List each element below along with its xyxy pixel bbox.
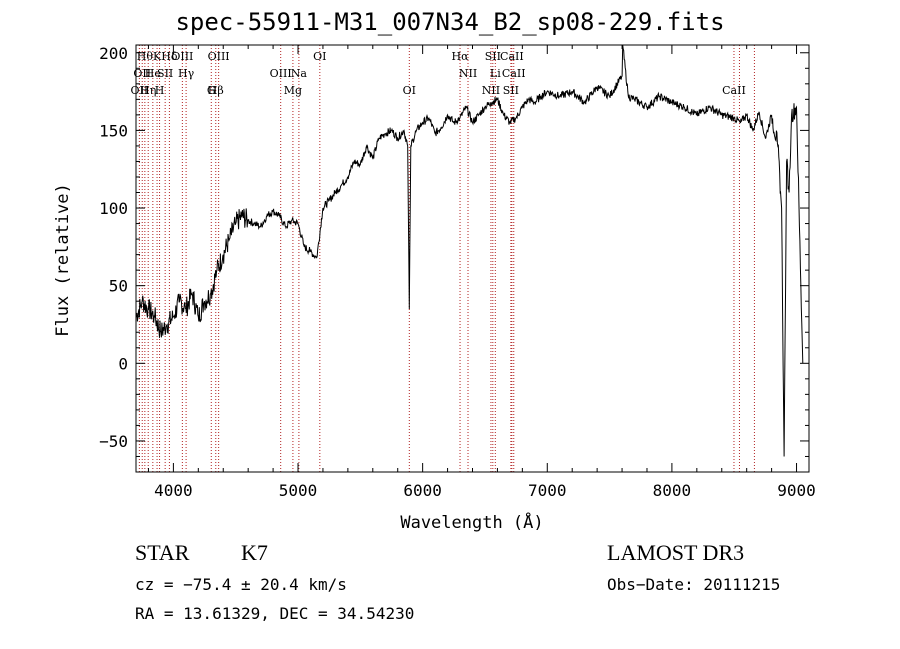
x-tick-label: 8000 (653, 481, 692, 500)
line-marker-label: NII (482, 84, 500, 97)
line-marker-label: CaII (502, 67, 526, 80)
line-marker-label: OII (133, 67, 151, 80)
line-marker-label: SII (485, 50, 501, 63)
y-tick-label: 100 (99, 199, 128, 218)
line-marker-label: G (207, 84, 216, 97)
y-tick-label: 200 (99, 44, 128, 63)
line-marker-label: CaII (722, 84, 746, 97)
redshift-velocity: cz = −75.4 ± 20.4 km/s (135, 575, 347, 594)
y-tick-label: −50 (99, 432, 128, 451)
line-marker-label: He (145, 67, 161, 80)
survey-name: LAMOST DR3 (607, 540, 745, 565)
x-tick-label: 9000 (777, 481, 816, 500)
line-marker-label: SII (157, 67, 173, 80)
line-marker-label: Li (490, 67, 501, 80)
spectrum-line (135, 44, 804, 457)
spectral-line-labels: OIIOIIHθHηHeKHSIIHδOIIIHγGHβOIIIOIIIMgNa… (131, 50, 746, 97)
line-marker-label: OI (403, 84, 416, 97)
line-marker-label: CaII (500, 50, 524, 63)
line-marker-label: Hβ (208, 84, 224, 97)
line-marker-label: Hθ (137, 50, 154, 63)
line-marker-label: H (155, 84, 165, 97)
line-marker-label: OIII (270, 67, 292, 80)
observation-date: Obs−Date: 20111215 (607, 575, 781, 594)
chart-title: spec-55911-M31_007N34_B2_sp08-229.fits (175, 8, 725, 36)
line-marker-label: Na (291, 67, 308, 80)
x-tick-label: 4000 (154, 481, 193, 500)
spectral-line-markers (138, 45, 755, 472)
y-axis-label: Flux (relative) (53, 183, 73, 337)
x-tick-label: 6000 (403, 481, 442, 500)
x-tick-label: 5000 (279, 481, 318, 500)
object-class: STAR (135, 540, 190, 565)
y-axis: −50 0 50 100 150 200 (99, 44, 809, 457)
line-marker-label: OIII (208, 50, 230, 63)
line-marker-label: NII (459, 67, 477, 80)
y-tick-label: 50 (109, 277, 128, 296)
line-marker-label: K (153, 50, 162, 63)
y-tick-label: 0 (118, 354, 128, 373)
line-marker-label: Hη (140, 84, 156, 97)
y-tick-label: 150 (99, 121, 128, 140)
line-marker-label: OIII (171, 50, 193, 63)
line-marker-label: Hγ (178, 67, 195, 80)
line-marker-label: OII (131, 84, 149, 97)
x-axis: 4000 5000 6000 7000 8000 9000 (147, 45, 816, 500)
line-marker-label: Hα (452, 50, 470, 63)
line-marker-label: OI (313, 50, 326, 63)
line-marker-label: Mg (284, 84, 302, 97)
object-subclass: K7 (241, 540, 268, 565)
x-tick-label: 7000 (528, 481, 567, 500)
line-marker-label: SII (503, 84, 519, 97)
coordinates: RA = 13.61329, DEC = 34.54230 (135, 604, 415, 623)
x-axis-label: Wavelength (Å) (400, 511, 543, 533)
